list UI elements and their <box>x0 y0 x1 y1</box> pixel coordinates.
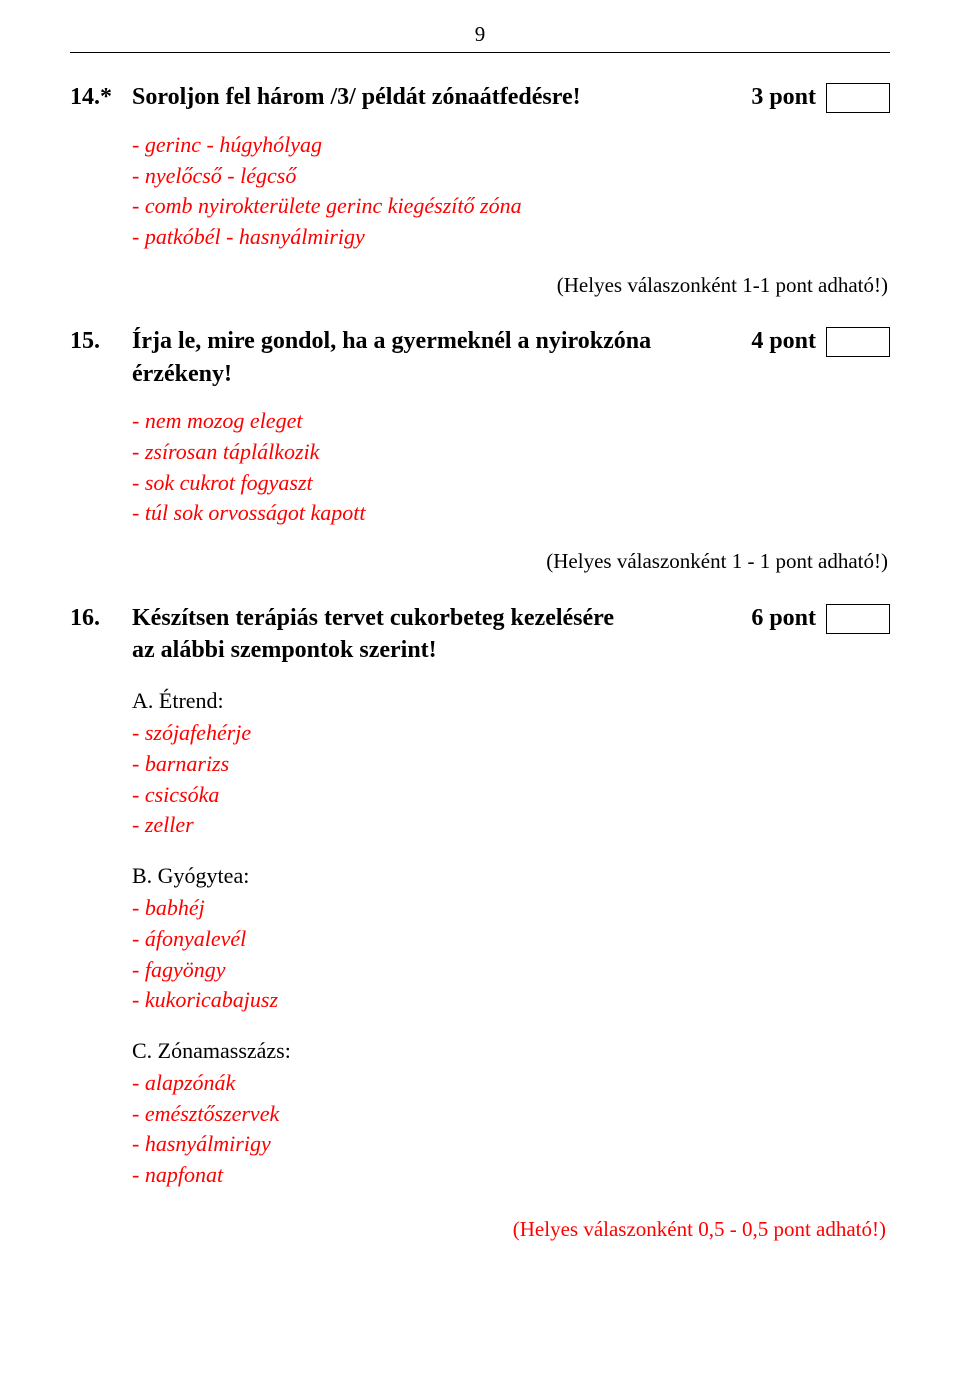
q16-b-line: - áfonyalevél <box>132 924 890 955</box>
q16-c-line: - napfonat <box>132 1160 890 1191</box>
q15-answer-line: - nem mozog eleget <box>132 406 890 437</box>
q16-b-line: - babhéj <box>132 893 890 924</box>
q14-answer-line: - gerinc - húgyhólyag <box>132 130 890 161</box>
q16-a-line: - zeller <box>132 810 890 841</box>
question-14: 14.* Soroljon fel három /3/ példát zónaá… <box>70 81 890 299</box>
q16-b-line: - kukoricabajusz <box>132 985 890 1016</box>
page-number: 9 <box>475 20 486 48</box>
q14-answer-line: - nyelőcső - légcső <box>132 161 890 192</box>
q16-text-line2: az alábbi szempontok szerint! <box>132 634 890 666</box>
q15-answers: - nem mozog eleget - zsírosan táplálkozi… <box>132 406 890 529</box>
q16-text: Készítsen terápiás tervet cukorbeteg kez… <box>132 602 736 634</box>
q16-section-b-answers: - babhéj - áfonyalevél - fagyöngy - kuko… <box>132 893 890 1016</box>
q15-number: 15. <box>70 325 132 357</box>
question-16: 16. Készítsen terápiás tervet cukorbeteg… <box>70 602 890 1244</box>
q16-c-line: - hasnyálmirigy <box>132 1129 890 1160</box>
q14-answers: - gerinc - húgyhólyag - nyelőcső - légcs… <box>132 130 890 253</box>
q14-note: (Helyes válaszonként 1-1 pont adható!) <box>70 271 890 299</box>
q16-points: 6 pont <box>736 602 826 634</box>
q14-points: 3 pont <box>736 81 826 113</box>
q16-section-a-title: A. Étrend: <box>132 686 890 716</box>
q15-answer-line: - zsírosan táplálkozik <box>132 437 890 468</box>
q16-b-line: - fagyöngy <box>132 955 890 986</box>
q15-text-line1: Írja le, mire gondol, ha a gyermeknél a … <box>132 328 651 354</box>
q15-score-box[interactable] <box>826 327 890 357</box>
q16-a-line: - szójafehérje <box>132 718 890 749</box>
q15-answer-line: - sok cukrot fogyaszt <box>132 468 890 499</box>
q15-text-line2: érzékeny! <box>132 358 890 390</box>
q16-a-line: - csicsóka <box>132 780 890 811</box>
q16-section-c-title: C. Zónamasszázs: <box>132 1036 890 1066</box>
q16-c-line: - emésztőszervek <box>132 1099 890 1130</box>
q16-a-line: - barnarizs <box>132 749 890 780</box>
q15-note: (Helyes válaszonként 1 - 1 pont adható!) <box>70 547 890 575</box>
q14-score-box[interactable] <box>826 83 890 113</box>
q16-section-b-title: B. Gyógytea: <box>132 861 890 891</box>
page-header: 9 <box>70 20 890 48</box>
q16-note: (Helyes válaszonként 0,5 - 0,5 pont adha… <box>70 1215 890 1243</box>
q16-section-a-answers: - szójafehérje - barnarizs - csicsóka - … <box>132 718 890 841</box>
q14-text: Soroljon fel három /3/ példát zónaátfedé… <box>132 81 736 113</box>
header-rule <box>70 52 890 53</box>
q15-answer-line: - túl sok orvosságot kapott <box>132 498 890 529</box>
q14-answer-line: - patkóbél - hasnyálmirigy <box>132 222 890 253</box>
q14-answer-line: - comb nyirokterülete gerinc kiegészítő … <box>132 191 890 222</box>
q14-number: 14.* <box>70 81 132 113</box>
q15-text: Írja le, mire gondol, ha a gyermeknél a … <box>132 325 736 357</box>
q16-text-line1: Készítsen terápiás tervet cukorbeteg kez… <box>132 605 614 631</box>
q16-number: 16. <box>70 602 132 634</box>
q15-points: 4 pont <box>736 325 826 357</box>
q16-score-box[interactable] <box>826 604 890 634</box>
q16-section-c-answers: - alapzónák - emésztőszervek - hasnyálmi… <box>132 1068 890 1191</box>
question-15: 15. Írja le, mire gondol, ha a gyermekné… <box>70 325 890 575</box>
q16-c-line: - alapzónák <box>132 1068 890 1099</box>
